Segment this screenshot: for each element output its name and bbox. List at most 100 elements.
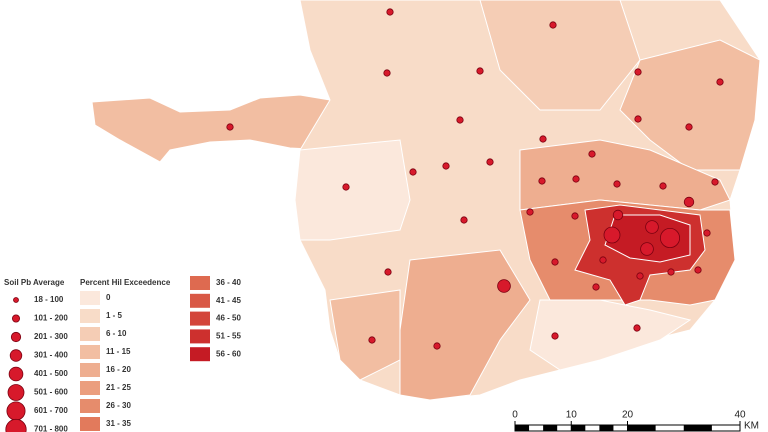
map-marker — [551, 258, 559, 266]
legend-swatch — [80, 291, 100, 305]
scale-tick-label: 0 — [512, 410, 518, 421]
legend-swatch — [190, 311, 210, 326]
scale-bar-segment — [543, 425, 558, 431]
map-marker — [486, 158, 494, 166]
region — [604, 214, 691, 263]
map-marker — [599, 256, 607, 264]
legend-symbol — [13, 297, 19, 303]
map-marker — [539, 135, 547, 143]
legend-symbol — [5, 418, 27, 432]
legend-swatch — [80, 309, 100, 323]
map-regions — [91, 0, 761, 401]
map-marker — [342, 183, 350, 191]
scale-tick-label: 10 — [566, 410, 578, 421]
map-marker — [667, 268, 675, 276]
legend-swatch — [80, 327, 100, 341]
map-marker — [497, 279, 511, 293]
map-marker — [384, 268, 392, 276]
legend-swatch — [80, 345, 100, 359]
legend-label: 46 - 50 — [216, 314, 241, 323]
map-marker — [386, 8, 394, 16]
map-marker — [572, 175, 580, 183]
map-marker — [368, 336, 376, 344]
legend-label: 0 — [106, 293, 111, 302]
scale-unit: KM — [744, 421, 759, 432]
map-marker — [685, 123, 693, 131]
legend-label: 56 - 60 — [216, 349, 241, 358]
map-marker — [538, 177, 546, 185]
legend-label: 6 - 10 — [106, 329, 127, 338]
region — [529, 299, 692, 371]
scale-bar-segment — [683, 425, 712, 431]
legend-swatch — [80, 363, 100, 377]
legend-label: 21 - 25 — [106, 383, 131, 392]
legend-label: 26 - 30 — [106, 401, 131, 410]
map-marker — [634, 68, 642, 76]
legend-symbol — [11, 314, 20, 323]
map-marker — [571, 212, 579, 220]
scale-bar-segment — [599, 425, 614, 431]
legend-label: 201 - 300 — [34, 332, 68, 341]
scale-tick-label: 20 — [622, 410, 634, 421]
map-marker — [633, 324, 641, 332]
map-marker — [660, 227, 681, 248]
map-marker — [433, 342, 441, 350]
legend-label: 51 - 55 — [216, 332, 241, 341]
map-marker — [716, 78, 724, 86]
legend-label: 701 - 800 — [34, 425, 68, 432]
map-marker — [613, 180, 621, 188]
map-marker — [640, 242, 654, 256]
legend-label: 401 - 500 — [34, 369, 68, 378]
legend-swatch — [190, 347, 210, 362]
legend-label: 601 - 700 — [34, 406, 68, 415]
legend-label: 36 - 40 — [216, 278, 241, 287]
legend-symbol — [10, 331, 22, 343]
map-marker — [683, 196, 695, 208]
scale-tick-label: 40 — [734, 410, 746, 421]
map-marker — [603, 226, 621, 244]
legend-label: 41 - 45 — [216, 296, 241, 305]
map-marker — [636, 272, 644, 280]
legend-label: 1 - 5 — [106, 311, 123, 320]
map-marker — [694, 266, 702, 274]
map-marker — [634, 115, 642, 123]
legend-symbol — [9, 349, 23, 362]
map-marker — [588, 150, 596, 158]
map-markers — [226, 8, 724, 350]
map-marker — [711, 178, 719, 186]
legend-symbol — [7, 384, 25, 401]
map-marker — [551, 332, 559, 340]
legend-title: Percent Hil Exceedence — [80, 278, 171, 287]
map-marker — [703, 229, 711, 237]
legend-label: 501 - 600 — [34, 388, 68, 397]
legend-symbol — [8, 366, 24, 382]
region — [91, 94, 331, 163]
legend-swatch — [190, 329, 210, 344]
legend-symbol — [6, 401, 26, 421]
legend-label: 101 - 200 — [34, 314, 68, 323]
map-marker — [383, 69, 391, 77]
map-marker — [456, 116, 464, 124]
map-marker — [460, 216, 468, 224]
scale-bar-segment — [627, 425, 656, 431]
map-marker — [645, 220, 659, 234]
region — [479, 0, 641, 111]
map-marker — [442, 162, 450, 170]
legend-label: 31 - 35 — [106, 419, 131, 428]
legend: Soil Pb Average Percent Hil Exceedence 1… — [4, 276, 241, 432]
legend-label: 301 - 400 — [34, 351, 68, 360]
legend-swatch — [80, 399, 100, 413]
scale-bar-segment — [515, 425, 530, 431]
legend-title: Soil Pb Average — [4, 278, 65, 287]
legend-label: 11 - 15 — [106, 347, 131, 356]
map-marker — [526, 208, 534, 216]
map-marker — [659, 182, 667, 190]
legend-swatch — [80, 381, 100, 395]
map-marker — [612, 209, 624, 221]
map-marker — [409, 168, 417, 176]
legend-label: 18 - 100 — [34, 295, 64, 304]
map-marker — [476, 67, 484, 75]
legend-swatch — [190, 276, 210, 290]
map-marker — [592, 283, 600, 291]
